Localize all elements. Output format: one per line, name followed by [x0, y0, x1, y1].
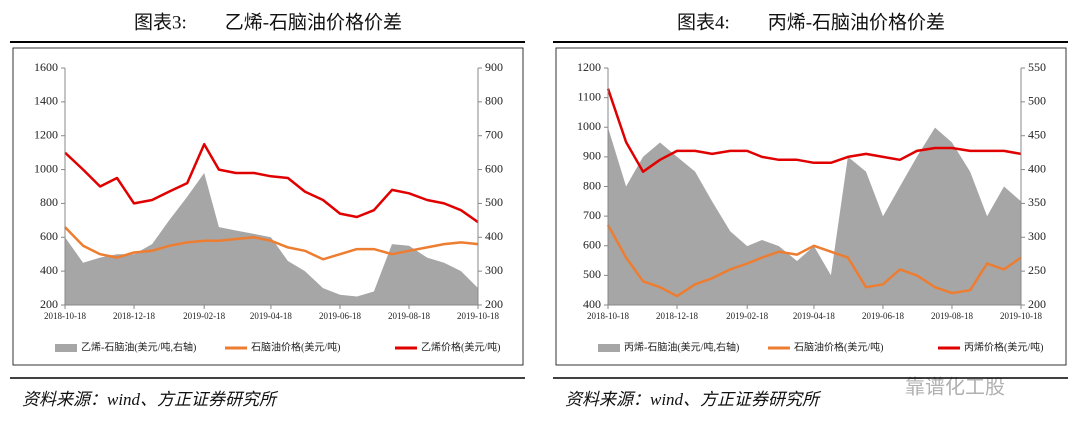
price-line	[64, 142, 479, 224]
y-tick-label: 1000	[577, 119, 601, 133]
x-tick-label: 2019-08-18	[388, 311, 430, 321]
legend-label: 乙烯-石脑油(美元/吨,右轴)	[81, 340, 196, 353]
x-tick-label: 2019-06-18	[319, 311, 361, 321]
y2-tick-label: 200	[1028, 297, 1046, 311]
y-tick-label: 800	[583, 178, 601, 192]
y2-tick-label: 500	[1028, 94, 1046, 108]
legend-swatch	[55, 344, 77, 352]
y2-tick-label: 450	[1028, 127, 1046, 141]
y-tick-label: 600	[40, 229, 58, 243]
x-tick-label: 2019-02-18	[183, 311, 225, 321]
y-tick-label: 1100	[577, 89, 601, 103]
chart-frame	[12, 47, 524, 366]
x-tick-label: 2019-10-18	[457, 311, 499, 321]
y2-tick-label: 900	[485, 60, 503, 74]
y-tick-label: 1200	[34, 127, 58, 141]
chart-title: 图表3: 乙烯-石脑油价格价差	[134, 11, 402, 33]
y-tick-label: 500	[583, 267, 601, 281]
x-tick-label: 2018-10-18	[44, 311, 86, 321]
y2-tick-label: 300	[485, 263, 503, 277]
y-tick-label: 400	[40, 263, 58, 277]
legend-label: 丙烯-石脑油(美元/吨,右轴)	[624, 340, 739, 353]
y2-tick-label: 400	[1028, 161, 1046, 175]
y-tick-label: 1400	[34, 94, 58, 108]
y-tick-label: 600	[583, 238, 601, 252]
y-tick-label: 400	[583, 297, 601, 311]
y-tick-label: 800	[40, 195, 58, 209]
spread-area	[65, 173, 478, 305]
legend-label: 石脑油价格(美元/吨)	[251, 340, 340, 353]
x-tick-label: 2019-08-18	[931, 311, 973, 321]
legend-label: 乙烯价格(美元/吨)	[421, 340, 500, 353]
y2-tick-label: 350	[1028, 195, 1046, 209]
chart-frame	[555, 47, 1067, 366]
x-tick-label: 2019-02-18	[726, 311, 768, 321]
y2-tick-label: 550	[1028, 60, 1046, 74]
y-tick-label: 1600	[34, 60, 58, 74]
source-note: 资料来源：wind、方正证券研究所	[22, 390, 279, 409]
legend-label: 石脑油价格(美元/吨)	[794, 340, 883, 353]
x-tick-label: 2019-04-18	[793, 311, 835, 321]
source-note: 资料来源：wind、方正证券研究所	[565, 390, 822, 409]
price-line	[606, 88, 1022, 173]
x-tick-label: 2019-04-18	[250, 311, 292, 321]
y-tick-label: 700	[583, 208, 601, 222]
legend-swatch	[598, 344, 620, 352]
y2-tick-label: 700	[485, 127, 503, 141]
legend-label: 丙烯价格(美元/吨)	[964, 340, 1043, 353]
x-tick-label: 2019-10-18	[1000, 311, 1042, 321]
y2-tick-label: 400	[485, 229, 503, 243]
x-tick-label: 2018-10-18	[587, 311, 629, 321]
y-tick-label: 1000	[34, 161, 58, 175]
y2-tick-label: 200	[485, 297, 503, 311]
y2-tick-label: 600	[485, 161, 503, 175]
y-tick-label: 200	[40, 297, 58, 311]
y-tick-label: 1200	[577, 60, 601, 74]
x-tick-label: 2019-06-18	[862, 311, 904, 321]
y2-tick-label: 250	[1028, 263, 1046, 277]
y2-tick-label: 500	[485, 195, 503, 209]
y-tick-label: 900	[583, 149, 601, 163]
y2-tick-label: 800	[485, 94, 503, 108]
price-line	[64, 226, 479, 261]
chart-title: 图表4: 丙烯-石脑油价格价差	[677, 11, 945, 33]
x-tick-label: 2018-12-18	[656, 311, 698, 321]
y2-tick-label: 300	[1028, 229, 1046, 243]
x-tick-label: 2018-12-18	[113, 311, 155, 321]
spread-area	[608, 127, 1021, 305]
price-line	[606, 224, 1022, 298]
